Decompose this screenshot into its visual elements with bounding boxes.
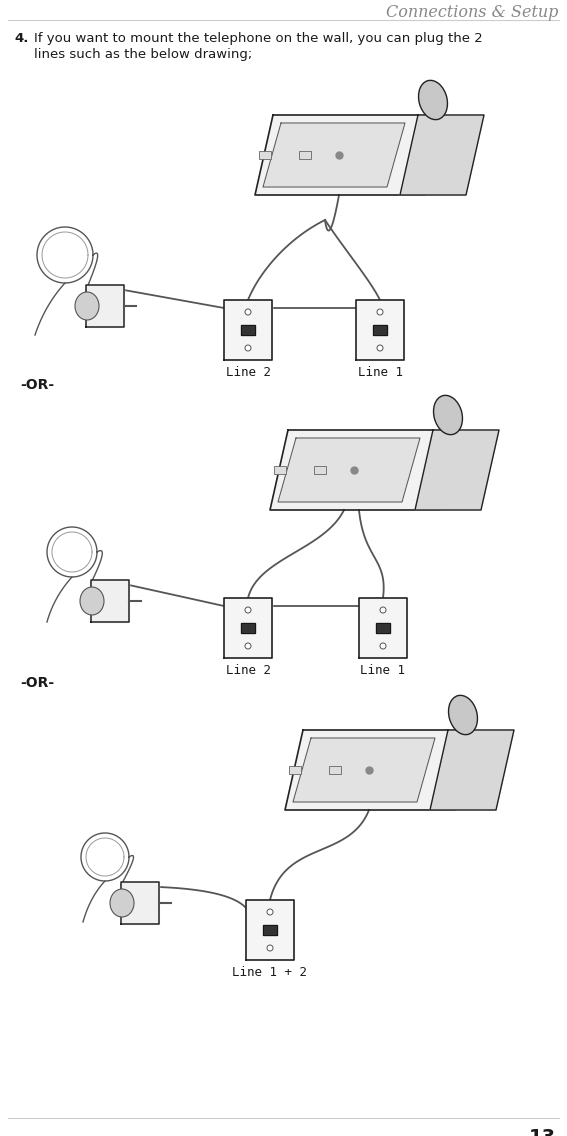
Bar	[289, 766, 301, 774]
Ellipse shape	[418, 81, 447, 119]
Ellipse shape	[80, 587, 104, 615]
Text: 13: 13	[529, 1128, 556, 1136]
Ellipse shape	[75, 292, 99, 320]
Polygon shape	[373, 325, 387, 335]
Polygon shape	[270, 431, 458, 510]
Text: Line 1: Line 1	[358, 366, 403, 379]
Text: Connections & Setup: Connections & Setup	[386, 5, 558, 20]
Bar	[314, 466, 326, 474]
Circle shape	[245, 607, 251, 613]
Polygon shape	[356, 300, 404, 360]
Polygon shape	[359, 598, 407, 658]
Polygon shape	[224, 300, 272, 360]
Circle shape	[245, 345, 251, 351]
Polygon shape	[263, 123, 405, 187]
Circle shape	[267, 945, 273, 951]
Circle shape	[245, 643, 251, 649]
Polygon shape	[376, 623, 390, 633]
Polygon shape	[285, 730, 473, 810]
Text: Line 2: Line 2	[226, 366, 270, 379]
Text: -OR-: -OR-	[20, 676, 54, 690]
Bar	[259, 151, 271, 159]
Text: If you want to mount the telephone on the wall, you can plug the 2: If you want to mount the telephone on th…	[34, 32, 483, 45]
Polygon shape	[430, 730, 514, 810]
Circle shape	[377, 345, 383, 351]
Polygon shape	[246, 900, 294, 960]
Text: Line 1: Line 1	[361, 665, 405, 677]
Polygon shape	[255, 115, 443, 195]
Circle shape	[377, 309, 383, 315]
Circle shape	[245, 309, 251, 315]
Ellipse shape	[110, 889, 134, 917]
Text: Line 1 + 2: Line 1 + 2	[232, 966, 307, 979]
Circle shape	[380, 607, 386, 613]
Polygon shape	[415, 431, 499, 510]
Circle shape	[380, 643, 386, 649]
Text: lines such as the below drawing;: lines such as the below drawing;	[34, 48, 252, 61]
Polygon shape	[91, 580, 129, 623]
Ellipse shape	[434, 395, 463, 435]
Polygon shape	[293, 738, 435, 802]
Ellipse shape	[448, 695, 477, 735]
Polygon shape	[263, 925, 277, 935]
Polygon shape	[224, 598, 272, 658]
Bar	[274, 466, 286, 474]
Text: 4.: 4.	[14, 32, 28, 45]
Polygon shape	[400, 115, 484, 195]
Polygon shape	[241, 325, 255, 335]
Polygon shape	[86, 285, 124, 327]
Text: Line 2: Line 2	[226, 665, 270, 677]
Polygon shape	[241, 623, 255, 633]
Text: -OR-: -OR-	[20, 378, 54, 392]
Bar	[299, 151, 311, 159]
Polygon shape	[278, 438, 420, 502]
Polygon shape	[121, 882, 159, 924]
Bar	[329, 766, 341, 774]
Circle shape	[267, 909, 273, 914]
